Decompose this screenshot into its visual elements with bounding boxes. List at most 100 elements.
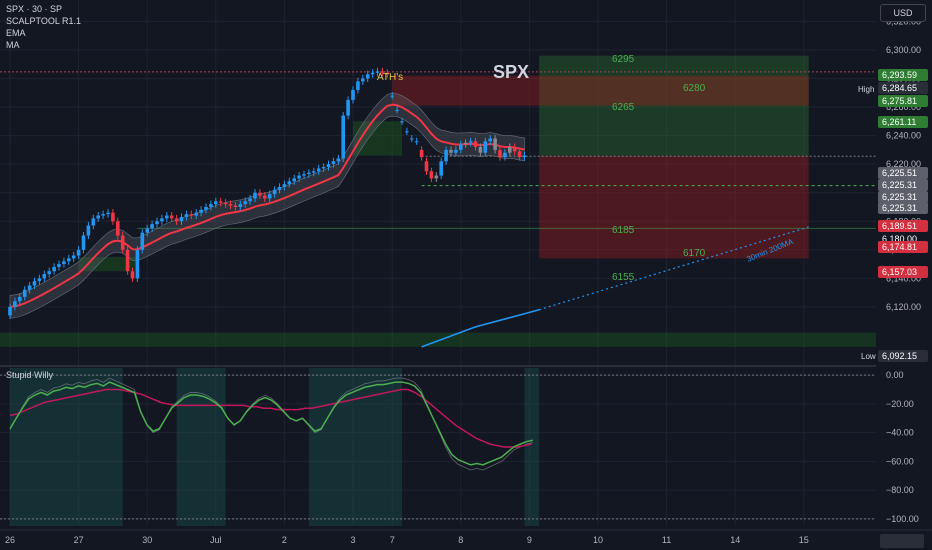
candle-body — [488, 138, 492, 142]
osc-shade — [176, 368, 226, 526]
candle-body — [13, 301, 17, 307]
candle-body — [194, 212, 198, 216]
low-zone — [0, 332, 876, 347]
price-tick-label: 6,120.00 — [886, 302, 921, 312]
symbol-label: SPX · 30 · SP — [6, 4, 63, 14]
high-label: High — [858, 85, 874, 94]
price-tag — [878, 116, 928, 128]
candle-body — [331, 161, 336, 165]
candle-body — [302, 174, 306, 176]
candle-body — [243, 201, 247, 205]
subpane-title: Stupid Willy — [6, 370, 54, 380]
osc-slow-line — [9, 388, 532, 448]
price-tag — [878, 179, 928, 191]
candle-body — [42, 274, 47, 279]
price-tag-label: 6,180.00 — [882, 234, 917, 244]
osc-tick-label: −20.00 — [886, 399, 914, 409]
candle-body — [410, 138, 414, 140]
candle-body — [165, 215, 169, 219]
candle-body — [478, 147, 483, 153]
candle-body — [434, 175, 439, 179]
price-tag-label: 6,189.51 — [882, 221, 917, 231]
support-zone-b — [78, 256, 138, 272]
candle-body — [47, 271, 51, 275]
currency-button[interactable]: USD — [880, 4, 926, 22]
candle-body — [449, 149, 453, 153]
candle-body — [277, 186, 282, 190]
candle-body — [263, 195, 267, 199]
price-tag-label: 6,225.31 — [882, 180, 917, 190]
time-tick-label: Jul — [210, 535, 222, 545]
time-tick-label: 30 — [142, 535, 152, 545]
candle-body — [199, 209, 203, 213]
osc-shade — [524, 368, 540, 526]
candle-body — [326, 164, 331, 168]
candle-body — [174, 218, 179, 222]
candle-body — [400, 121, 404, 123]
price-tag-label: 6,275.81 — [882, 96, 917, 106]
candle-body — [71, 255, 76, 259]
candle-body — [8, 306, 12, 316]
candle-body — [512, 147, 517, 152]
price-tag — [878, 220, 928, 232]
candle-body — [508, 147, 512, 153]
osc-shade — [308, 368, 402, 526]
osc-tick-label: −100.00 — [886, 514, 919, 524]
indicator-label-scalptool: SCALPTOOL R1.1 — [6, 16, 82, 26]
candle-body — [356, 81, 360, 90]
candle-body — [258, 192, 262, 196]
ath-resistance-zone — [392, 75, 809, 106]
candle-body — [503, 152, 507, 158]
price-tag — [878, 350, 928, 362]
osc-tick-label: −40.00 — [886, 428, 914, 438]
price-tag-label: 6,261.11 — [882, 117, 916, 127]
candle-body — [419, 149, 424, 158]
price-tag — [878, 167, 928, 179]
price-tick-label: 6,140.00 — [886, 273, 921, 283]
low-label: Low — [861, 352, 876, 361]
candle-body — [424, 161, 429, 172]
candle-body — [91, 218, 96, 226]
candle-body — [145, 228, 149, 233]
price-tag-label: 6,293.59 — [882, 70, 917, 80]
time-tick-label: 15 — [799, 535, 809, 545]
price-tag-label: 6,225.31 — [882, 192, 917, 202]
candle-body — [405, 131, 409, 133]
zone-label: 6185 — [612, 225, 635, 236]
candle-body — [341, 115, 345, 159]
candle-body — [155, 221, 159, 225]
candle-body — [238, 204, 243, 207]
price-tag — [878, 82, 928, 94]
candle-body — [233, 205, 238, 207]
osc-tick-label: 0.00 — [886, 370, 904, 380]
candle-body — [223, 202, 228, 205]
candle-body — [150, 224, 154, 229]
time-tick-label: 10 — [593, 535, 603, 545]
candle-body — [375, 71, 380, 73]
candle-body — [37, 278, 42, 282]
ath-label: ATH's — [377, 72, 403, 83]
ema-band — [9, 92, 525, 319]
candle-body — [81, 235, 86, 250]
zone-label: 6155 — [612, 272, 635, 283]
candle-body — [111, 212, 115, 222]
candle-body — [380, 71, 385, 73]
osc-tick-label: −80.00 — [886, 485, 914, 495]
candle-body — [459, 144, 463, 150]
candle-body — [272, 189, 277, 195]
candle-body — [22, 289, 27, 297]
candle-body — [101, 214, 105, 216]
candle-body — [228, 204, 233, 206]
candle-body — [62, 261, 66, 265]
ma-200-line — [421, 308, 540, 348]
candle-body — [454, 149, 458, 153]
zone-label: 6265 — [612, 102, 635, 113]
osc-shade — [10, 368, 123, 526]
time-tick-label: 14 — [730, 535, 740, 545]
candle-body — [297, 175, 301, 179]
candle-body — [292, 178, 296, 182]
candle-body — [316, 168, 321, 172]
price-tag-label: 6,225.31 — [882, 203, 917, 213]
candle-body — [307, 172, 311, 175]
